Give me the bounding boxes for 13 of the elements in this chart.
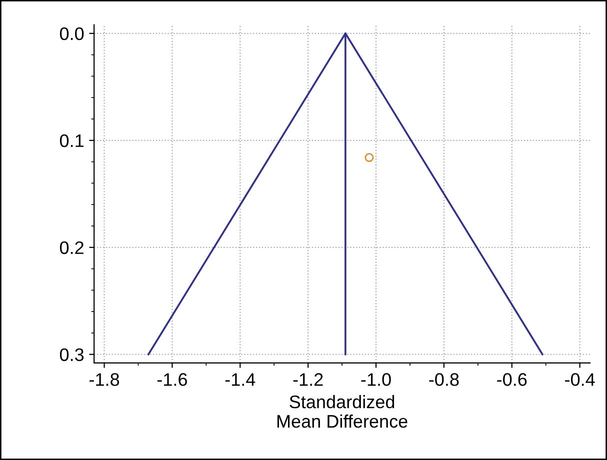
y-tick-label: 0.2	[60, 241, 84, 254]
x-axis-title: Standardized Mean Difference	[277, 395, 408, 428]
x-tick-label: -0.8	[429, 373, 459, 386]
x-tick-label: -0.4	[565, 373, 595, 386]
x-tick-label: -0.6	[497, 373, 527, 386]
x-tick-label: -1.4	[225, 373, 256, 386]
x-tick-label: -1.8	[90, 373, 120, 386]
x-tick-label: -1.2	[293, 373, 323, 386]
y-tick-label: 0.3	[60, 348, 84, 362]
x-tick-label: -1.6	[157, 373, 187, 386]
y-tick-label: 0.0	[60, 27, 84, 40]
x-tick-label: -1.0	[361, 373, 391, 386]
y-tick-label: 0.1	[60, 134, 84, 148]
